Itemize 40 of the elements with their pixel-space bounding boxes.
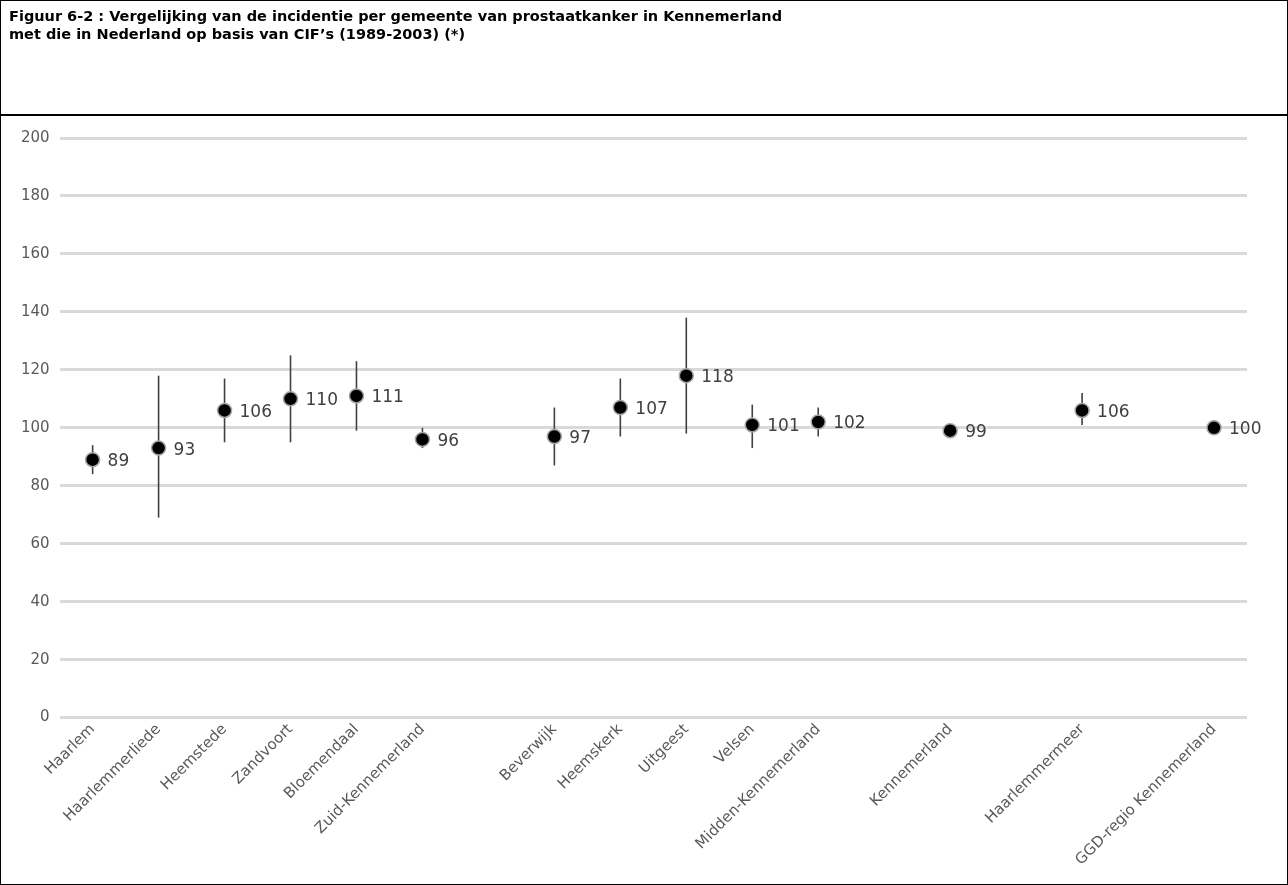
- y-tick-label: 200: [20, 127, 50, 146]
- data-label: 106: [239, 400, 272, 421]
- y-tick-label: 180: [20, 185, 50, 204]
- point: [612, 399, 629, 416]
- data-label: 89: [107, 450, 130, 471]
- data-label: 101: [767, 415, 800, 436]
- data-label: 100: [1229, 418, 1262, 439]
- point: [546, 428, 563, 445]
- y-tick-label: 0: [40, 707, 50, 726]
- point: [216, 402, 233, 419]
- point: [810, 414, 826, 430]
- data-label: 107: [635, 397, 668, 418]
- data-label: 96: [437, 429, 460, 450]
- chart-title: Figuur 6-2 : Vergelijking van de incidentie per gemeente van prostaatkanker in Kennemerland met die in Nederland op basis van CIF’s (1989-2003) (*): [1, 1, 1287, 116]
- data-label: 97: [569, 426, 592, 447]
- y-tick-label: 40: [30, 591, 50, 610]
- y-tick-label: 120: [20, 359, 50, 378]
- y-tick-label: 80: [30, 475, 50, 494]
- point: [282, 391, 299, 407]
- point: [1206, 420, 1222, 436]
- data-label: 118: [701, 366, 734, 387]
- point: [348, 388, 365, 404]
- point: [150, 440, 167, 456]
- y-tick-label: 160: [20, 243, 50, 262]
- point: [84, 451, 101, 468]
- point: [678, 367, 695, 384]
- y-tick-label: 140: [20, 301, 50, 320]
- point: [942, 422, 958, 439]
- point: [414, 431, 431, 448]
- data-label: 99: [965, 421, 987, 442]
- data-label: 106: [1097, 400, 1130, 421]
- y-tick-label: 100: [20, 417, 50, 436]
- data-label: 102: [833, 412, 866, 433]
- point: [744, 417, 761, 433]
- data-label: 111: [371, 386, 404, 407]
- data-label: 93: [173, 438, 196, 459]
- point: [1074, 402, 1090, 419]
- data-label: 110: [305, 389, 338, 410]
- y-tick-label: 20: [30, 649, 50, 668]
- y-tick-label: 60: [30, 533, 50, 552]
